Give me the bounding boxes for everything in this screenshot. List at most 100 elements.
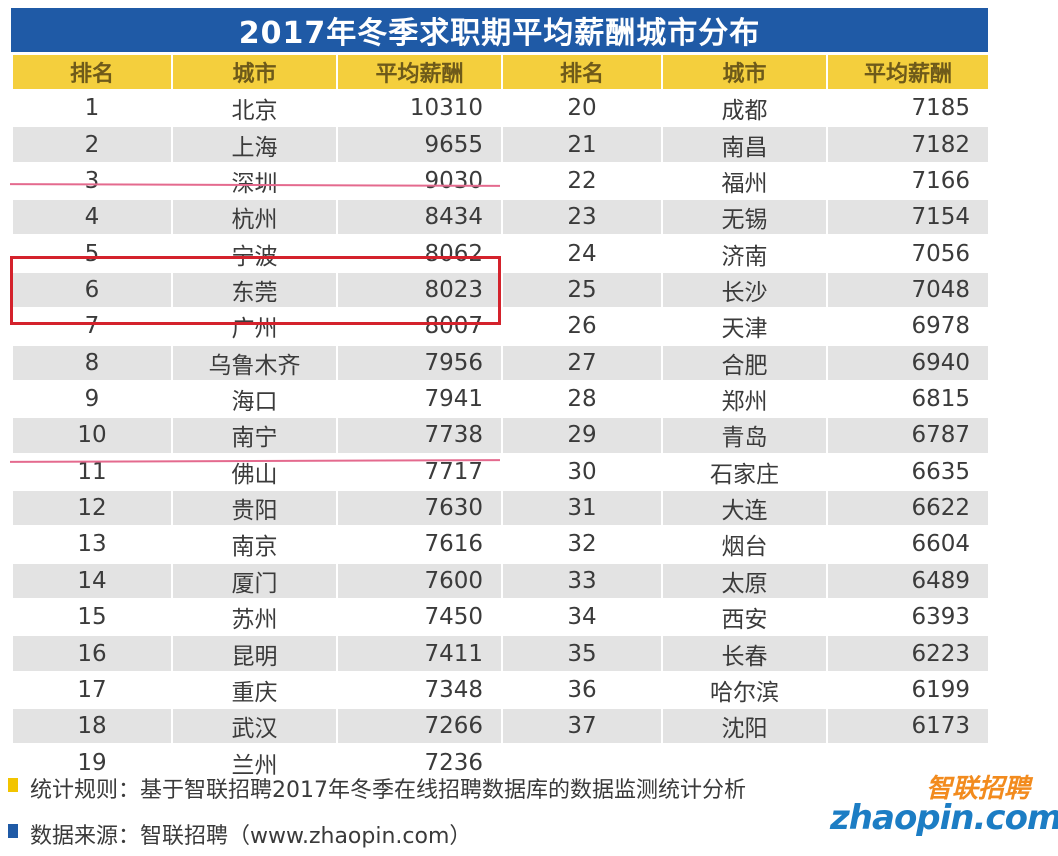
salary-cell: 6978 xyxy=(826,307,990,346)
note-source-text: 数据来源：智联招聘（www.zhaopin.com） xyxy=(30,824,472,849)
table-row: 2 上海 9655 21 南昌 7182 xyxy=(11,125,990,164)
table-row: 6 东莞 8023 25 长沙 7048 xyxy=(11,270,990,310)
table-header-row: 排名 城市 平均薪酬 排名 城市 平均薪酬 xyxy=(11,53,990,91)
salary-cell: 7941 xyxy=(336,379,503,419)
salary-cell: 7056 xyxy=(826,234,990,273)
table-row: 3 深圳 9030 22 福州 7166 xyxy=(11,161,990,201)
salary-cell: 6787 xyxy=(826,416,990,455)
salary-cell: 7236 xyxy=(336,743,503,782)
table-row: 7 广州 8007 26 天津 6978 xyxy=(11,307,990,346)
rank-cell: 5 xyxy=(11,234,173,273)
rank-cell: 7 xyxy=(11,307,173,346)
salary-cell: 7411 xyxy=(336,634,503,673)
city-cell: 西安 xyxy=(661,598,828,637)
rank-cell: 13 xyxy=(11,525,173,564)
salary-cell: 7185 xyxy=(826,88,990,128)
rank-cell: 37 xyxy=(501,707,663,746)
city-cell: 海口 xyxy=(171,379,338,419)
rank-cell: 25 xyxy=(501,270,663,310)
salary-cell: 9655 xyxy=(336,125,503,164)
salary-cell: 7738 xyxy=(336,416,503,455)
salary-cell: 7154 xyxy=(826,198,990,237)
city-cell: 无锡 xyxy=(661,198,828,237)
city-cell: 南昌 xyxy=(661,125,828,164)
table-row: 18 武汉 7266 37 沈阳 6173 xyxy=(11,707,990,746)
rank-cell: 28 xyxy=(501,379,663,419)
table-row: 11 佛山 7717 30 石家庄 6635 xyxy=(11,452,990,491)
city-cell: 哈尔滨 xyxy=(661,670,828,710)
city-cell: 乌鲁木齐 xyxy=(171,343,338,382)
city-cell: 上海 xyxy=(171,125,338,164)
salary-cell: 7616 xyxy=(336,525,503,564)
table-row: 17 重庆 7348 36 哈尔滨 6199 xyxy=(11,670,990,710)
rank-cell: 8 xyxy=(11,343,173,382)
city-cell: 沈阳 xyxy=(661,707,828,746)
rank-cell: 22 xyxy=(501,161,663,201)
empty-cell xyxy=(501,743,663,782)
city-cell: 苏州 xyxy=(171,598,338,637)
table-row: 4 杭州 8434 23 无锡 7154 xyxy=(11,198,990,237)
header-salary-right: 平均薪酬 xyxy=(826,53,990,91)
city-cell: 东莞 xyxy=(171,270,338,310)
rank-cell: 15 xyxy=(11,598,173,637)
rank-cell: 10 xyxy=(11,416,173,455)
city-cell: 石家庄 xyxy=(661,452,828,491)
header-rank-right: 排名 xyxy=(501,53,663,91)
table-row: 19 兰州 7236 xyxy=(11,743,990,782)
city-cell: 兰州 xyxy=(171,743,338,782)
salary-cell: 6635 xyxy=(826,452,990,491)
salary-table: 排名 城市 平均薪酬 排名 城市 平均薪酬 1 北京 10310 20 成都 7185 2 上… xyxy=(11,53,990,782)
rank-cell: 21 xyxy=(501,125,663,164)
yellow-bullet-icon xyxy=(8,778,18,792)
table-row: 8 乌鲁木齐 7956 27 合肥 6940 xyxy=(11,343,990,382)
rank-cell: 3 xyxy=(11,161,173,201)
rank-cell: 30 xyxy=(501,452,663,491)
salary-cell: 6489 xyxy=(826,561,990,601)
salary-cell: 7266 xyxy=(336,707,503,746)
salary-cell: 7450 xyxy=(336,598,503,637)
header-city-left: 城市 xyxy=(171,53,338,91)
table-row: 16 昆明 7411 35 长春 6223 xyxy=(11,634,990,673)
table-row: 15 苏州 7450 34 西安 6393 xyxy=(11,598,990,637)
city-cell: 济南 xyxy=(661,234,828,273)
salary-cell: 6940 xyxy=(826,343,990,382)
rank-cell: 2 xyxy=(11,125,173,164)
rank-cell: 11 xyxy=(11,452,173,491)
salary-cell: 6622 xyxy=(826,488,990,528)
salary-cell: 6223 xyxy=(826,634,990,673)
note-rule-text: 统计规则：基于智联招聘2017年冬季在线招聘数据库的数据监测统计分析 xyxy=(30,778,746,803)
city-cell: 贵阳 xyxy=(171,488,338,528)
city-cell: 南宁 xyxy=(171,416,338,455)
city-cell: 深圳 xyxy=(171,161,338,201)
salary-cell: 7600 xyxy=(336,561,503,601)
salary-cell: 6604 xyxy=(826,525,990,564)
rank-cell: 32 xyxy=(501,525,663,564)
header-city-right: 城市 xyxy=(661,53,828,91)
table-row: 9 海口 7941 28 郑州 6815 xyxy=(11,379,990,419)
city-cell: 合肥 xyxy=(661,343,828,382)
salary-cell: 8062 xyxy=(336,234,503,273)
city-cell: 昆明 xyxy=(171,634,338,673)
rank-cell: 35 xyxy=(501,634,663,673)
logo-cn-text: 智联招聘 xyxy=(926,774,1031,804)
rank-cell: 16 xyxy=(11,634,173,673)
header-salary-left: 平均薪酬 xyxy=(336,53,503,91)
table-row: 5 宁波 8062 24 济南 7056 xyxy=(11,234,990,273)
salary-cell: 8434 xyxy=(336,198,503,237)
table-row: 13 南京 7616 32 烟台 6604 xyxy=(11,525,990,564)
salary-cell: 7956 xyxy=(336,343,503,382)
blue-bullet-icon xyxy=(8,824,18,838)
city-cell: 厦门 xyxy=(171,561,338,601)
salary-cell: 6199 xyxy=(826,670,990,710)
rank-cell: 6 xyxy=(11,270,173,310)
city-cell: 北京 xyxy=(171,88,338,128)
rank-cell: 33 xyxy=(501,561,663,601)
city-cell: 烟台 xyxy=(661,525,828,564)
salary-cell: 7048 xyxy=(826,270,990,310)
salary-cell: 9030 xyxy=(336,161,503,201)
rank-cell: 12 xyxy=(11,488,173,528)
rank-cell: 23 xyxy=(501,198,663,237)
table-row: 12 贵阳 7630 31 大连 6622 xyxy=(11,488,990,528)
rank-cell: 19 xyxy=(11,743,173,782)
empty-cell xyxy=(661,743,828,782)
